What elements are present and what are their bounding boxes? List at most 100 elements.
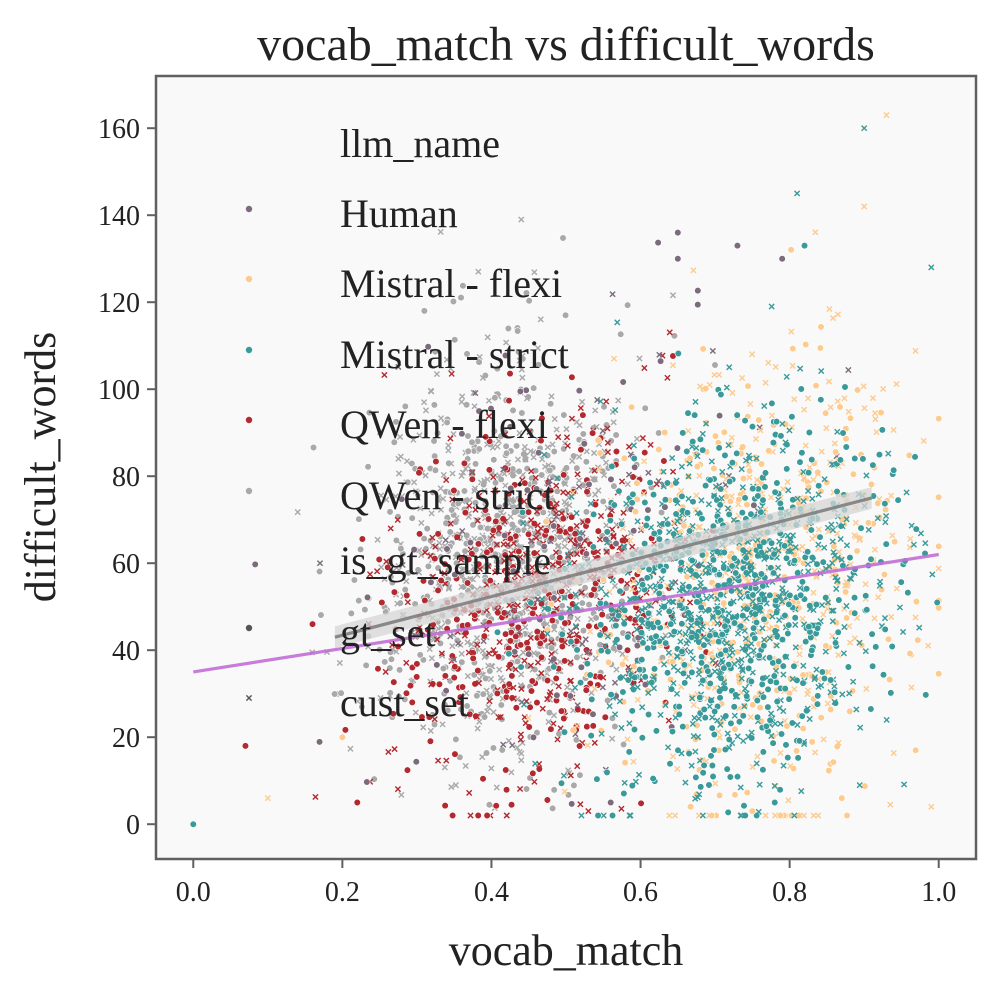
point-human [553,691,561,699]
point-mistral-flexi [830,542,838,551]
point-qwen-strict [403,458,411,465]
point-qwen-strict [610,482,618,490]
point-human [607,475,615,483]
point-human [607,798,615,807]
point-mistral-flexi [817,323,825,331]
point-mistral-strict [782,554,791,562]
point-mistral-strict [596,599,604,607]
point-qwen-flexi [537,653,546,662]
point-mistral-flexi [914,636,922,644]
point-mistral-flexi [802,340,810,349]
point-qwen-strict [518,671,525,678]
point-mistral-flexi [743,501,751,509]
point-qwen-flexi [480,632,488,640]
point-qwen-strict [519,374,526,381]
x-axis-label: vocab_match [449,926,684,975]
point-qwen-flexi [529,609,537,617]
point-qwen-flexi [492,517,500,525]
point-human [568,800,576,808]
point-qwen-flexi [566,525,575,533]
point-mistral-strict [747,677,755,686]
point-mistral-strict [576,679,585,687]
point-qwen-strict [387,655,396,663]
point-qwen-flexi [575,742,584,750]
point-qwen-flexi [557,707,566,715]
point-mistral-strict [608,811,617,820]
point-mistral-flexi [867,480,875,488]
point-mistral-strict [644,710,653,719]
point-mistral-strict [761,483,769,491]
point-mistral-strict [834,628,842,636]
point-mistral-strict [587,732,595,740]
point-mistral-strict [700,761,708,769]
point-qwen-strict [452,735,460,744]
point-qwen-strict [337,689,345,697]
point-qwen-strict [544,444,551,451]
point-mistral-flexi [935,542,943,550]
point-qwen-flexi [637,799,645,807]
point-qwen-strict [354,698,361,705]
point-qwen-strict [508,496,515,503]
point-qwen-strict [479,753,486,761]
point-qwen-strict [473,692,481,700]
point-qwen-strict [449,297,458,306]
point-qwen-strict [537,316,544,323]
y-tick-label: 80 [112,462,140,493]
point-qwen-flexi [577,445,585,454]
point-qwen-flexi [453,615,461,624]
point-qwen-strict [376,429,384,436]
point-qwen-strict [551,415,558,423]
point-mistral-flexi [849,470,858,478]
point-mistral-strict [844,663,852,671]
point-mistral-strict [558,630,566,638]
point-human [577,663,585,671]
point-qwen-strict [392,418,400,426]
point-mistral-strict [616,587,624,595]
point-mistral-strict [638,734,646,742]
point-human [673,444,682,452]
point-mistral-flexi [935,415,943,423]
point-outlier [241,742,250,750]
point-qwen-strict [564,684,571,691]
point-mistral-strict [721,451,729,459]
point-qwen-strict [458,566,466,573]
point-mistral-strict [799,679,807,687]
point-mistral-strict [675,702,683,711]
point-mistral-strict [764,685,772,693]
point-mistral-strict [833,487,841,496]
legend-marker [245,416,253,424]
point-qwen-strict [539,456,546,463]
point-qwen-strict [490,456,498,464]
point-qwen-strict [401,402,409,410]
point-qwen-strict [502,449,511,457]
point-mistral-strict [641,498,649,507]
point-qwen-flexi [601,713,609,721]
point-mistral-strict [573,646,581,654]
point-mistral-strict [869,662,877,670]
point-qwen-strict [365,409,373,417]
point-mistral-strict [639,639,647,647]
point-qwen-flexi [441,802,449,810]
point-qwen-strict [437,485,444,492]
point-qwen-strict [370,775,378,783]
point-qwen-strict [485,397,493,404]
point-qwen-flexi [451,750,459,758]
point-human [657,357,665,365]
point-mistral-strict [785,600,793,608]
point-qwen-strict [545,718,552,725]
point-mistral-strict [604,647,612,656]
point-mistral-strict [659,567,667,575]
point-mistral-strict [739,712,747,720]
point-mistral-strict [656,582,664,590]
point-mistral-strict [664,520,672,528]
point-mistral-strict [749,591,757,599]
point-qwen-strict [579,627,588,635]
point-qwen-strict [491,394,499,402]
point-mistral-strict [798,712,806,720]
point-qwen-strict [519,739,526,746]
point-qwen-strict [558,602,566,610]
point-mistral-flexi [817,714,825,722]
point-qwen-strict [572,736,580,744]
point-human [566,692,575,700]
point-mistral-strict [745,664,753,673]
